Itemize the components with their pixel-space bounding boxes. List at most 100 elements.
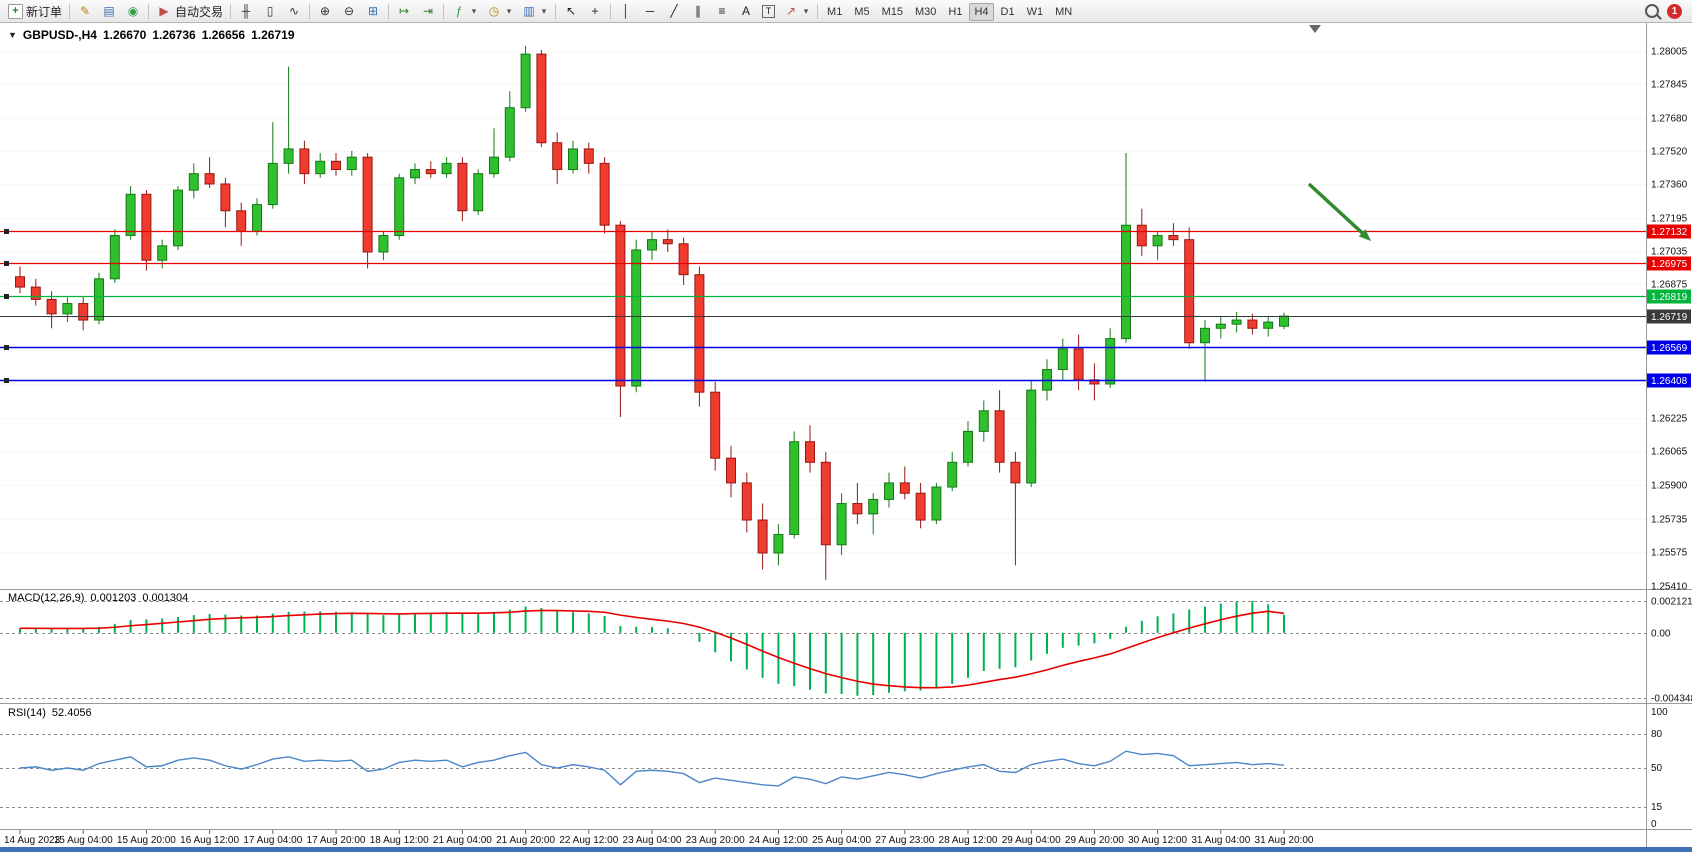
svg-text:18 Aug 12:00: 18 Aug 12:00: [370, 835, 429, 846]
ohlc-low: 1.26656: [201, 28, 246, 42]
crosshair-icon: +: [591, 4, 599, 18]
timeframe-W1[interactable]: W1: [1022, 3, 1049, 21]
svg-text:16 Aug 12:00: 16 Aug 12:00: [180, 835, 239, 846]
svg-text:1.26065: 1.26065: [1651, 447, 1688, 458]
chart-shift-button[interactable]: ⇥: [416, 2, 440, 20]
status-bar-edge: [0, 847, 1692, 852]
svg-text:25 Aug 04:00: 25 Aug 04:00: [812, 835, 871, 846]
svg-text:31 Aug 20:00: 31 Aug 20:00: [1255, 835, 1314, 846]
market-watch-icon: ▤: [103, 4, 115, 18]
tile-windows-button[interactable]: ⊞: [361, 2, 385, 20]
svg-text:1.27132: 1.27132: [1651, 227, 1688, 238]
svg-text:1.25735: 1.25735: [1651, 515, 1688, 526]
svg-text:27 Aug 23:00: 27 Aug 23:00: [875, 835, 934, 846]
auto-trading-button[interactable]: ▶ 自动交易: [152, 2, 227, 20]
cursor-button[interactable]: ↖: [559, 2, 583, 20]
line-chart-button[interactable]: ∿: [282, 2, 306, 20]
zoom-out-icon: ⊖: [344, 4, 355, 18]
autotrading-icon: ▶: [159, 4, 169, 18]
separator: [148, 3, 150, 19]
fibonacci-button[interactable]: ≡: [710, 2, 734, 20]
crosshair-button[interactable]: +: [583, 2, 607, 20]
chevron-down-icon: ▾: [471, 5, 477, 16]
svg-text:0.00: 0.00: [1651, 629, 1671, 640]
horizontal-line-button[interactable]: ─: [638, 2, 662, 20]
macd-label: MACD(12,26,9) 0.001203 0.001304: [8, 592, 188, 604]
svg-text:-0.004348: -0.004348: [1651, 694, 1692, 705]
svg-text:15 Aug 20:00: 15 Aug 20:00: [117, 835, 176, 846]
timeframe-M15[interactable]: M15: [877, 3, 908, 21]
vertical-line-icon: │: [622, 4, 630, 18]
periods-icon: ◷: [488, 4, 500, 18]
market-watch-button[interactable]: ▤: [97, 2, 121, 20]
svg-text:1.27680: 1.27680: [1651, 114, 1688, 125]
new-order-label: 新订单: [26, 4, 63, 19]
text-label-button[interactable]: T: [758, 2, 779, 20]
svg-text:17 Aug 04:00: 17 Aug 04:00: [243, 835, 302, 846]
bar-chart-button[interactable]: ╫: [234, 2, 258, 20]
svg-text:1.26225: 1.26225: [1651, 414, 1688, 425]
periods-button[interactable]: ◷ ▾: [482, 2, 517, 20]
svg-text:1.26819: 1.26819: [1651, 292, 1688, 303]
horizontal-line-icon: ─: [645, 4, 655, 18]
templates-button[interactable]: ▥ ▾: [517, 2, 552, 20]
svg-text:1.25575: 1.25575: [1651, 548, 1688, 559]
separator: [610, 3, 612, 19]
metaeditor-button[interactable]: ✎: [73, 2, 97, 20]
timeframe-M5[interactable]: M5: [849, 3, 874, 21]
svg-text:15 Aug 04:00: 15 Aug 04:00: [54, 835, 113, 846]
templates-icon: ▥: [523, 4, 535, 18]
arrows-icon: ↗: [786, 4, 797, 18]
trendline-button[interactable]: ╱: [662, 2, 686, 20]
channel-button[interactable]: ∥: [686, 2, 710, 20]
tile-windows-icon: ⊞: [368, 4, 379, 18]
metaeditor-icon: ✎: [79, 4, 91, 18]
new-order-icon: +: [8, 3, 23, 19]
svg-text:0.002121: 0.002121: [1651, 597, 1692, 608]
macd-signal-value: 0.001304: [142, 592, 189, 604]
ohlc-close: 1.26719: [251, 28, 295, 42]
new-order-button[interactable]: + 新订单: [4, 2, 66, 20]
separator: [817, 3, 819, 19]
svg-text:14 Aug 2023: 14 Aug 2023: [4, 835, 61, 846]
timeframe-H4[interactable]: H4: [969, 2, 994, 21]
zoom-out-button[interactable]: ⊖: [337, 2, 361, 20]
separator: [309, 3, 311, 19]
text-button[interactable]: A: [734, 2, 758, 20]
search-icon[interactable]: [1645, 4, 1659, 18]
svg-text:29 Aug 20:00: 29 Aug 20:00: [1065, 835, 1124, 846]
timeframe-MN[interactable]: MN: [1050, 3, 1077, 21]
chevron-down-icon: ▾: [541, 5, 547, 16]
timeframe-M30[interactable]: M30: [910, 3, 941, 21]
text-icon: A: [742, 4, 751, 18]
indicators-button[interactable]: ƒ ▾: [447, 2, 482, 20]
timeframe-M1[interactable]: M1: [822, 3, 847, 21]
fibonacci-icon: ≡: [718, 4, 726, 18]
zoom-in-icon: ⊕: [320, 4, 331, 18]
timeframe-D1[interactable]: D1: [996, 3, 1020, 21]
svg-text:1.26975: 1.26975: [1651, 259, 1688, 270]
chevron-down-icon: ▾: [803, 5, 809, 16]
auto-trading-label: 自动交易: [175, 4, 224, 19]
svg-text:1.26719: 1.26719: [1651, 312, 1688, 323]
rsi-label: RSI(14) 52.4056: [8, 707, 92, 719]
separator: [443, 3, 445, 19]
timeframe-H1[interactable]: H1: [943, 3, 967, 21]
notification-badge[interactable]: 1: [1667, 3, 1682, 19]
symbol-info: ▼ GBPUSD-,H4 1.26670 1.26736 1.26656 1.2…: [8, 28, 295, 42]
indicators-icon: ƒ: [455, 4, 463, 18]
svg-text:1.27520: 1.27520: [1651, 147, 1688, 158]
one-click-trading-toggle[interactable]: ▼: [8, 30, 17, 40]
chart-shift-icon: ⇥: [423, 4, 434, 18]
signals-button[interactable]: ◉: [121, 2, 145, 20]
vertical-line-button[interactable]: │: [614, 2, 638, 20]
auto-scroll-button[interactable]: ↦: [392, 2, 416, 20]
candlestick-icon: ▯: [266, 4, 274, 18]
zoom-in-button[interactable]: ⊕: [313, 2, 337, 20]
svg-text:1.27195: 1.27195: [1651, 214, 1688, 225]
bar-chart-icon: ╫: [241, 4, 251, 18]
candlestick-chart-button[interactable]: ▯: [258, 2, 282, 20]
arrows-button[interactable]: ↗ ▾: [779, 2, 814, 20]
rsi-value: 52.4056: [51, 707, 92, 719]
